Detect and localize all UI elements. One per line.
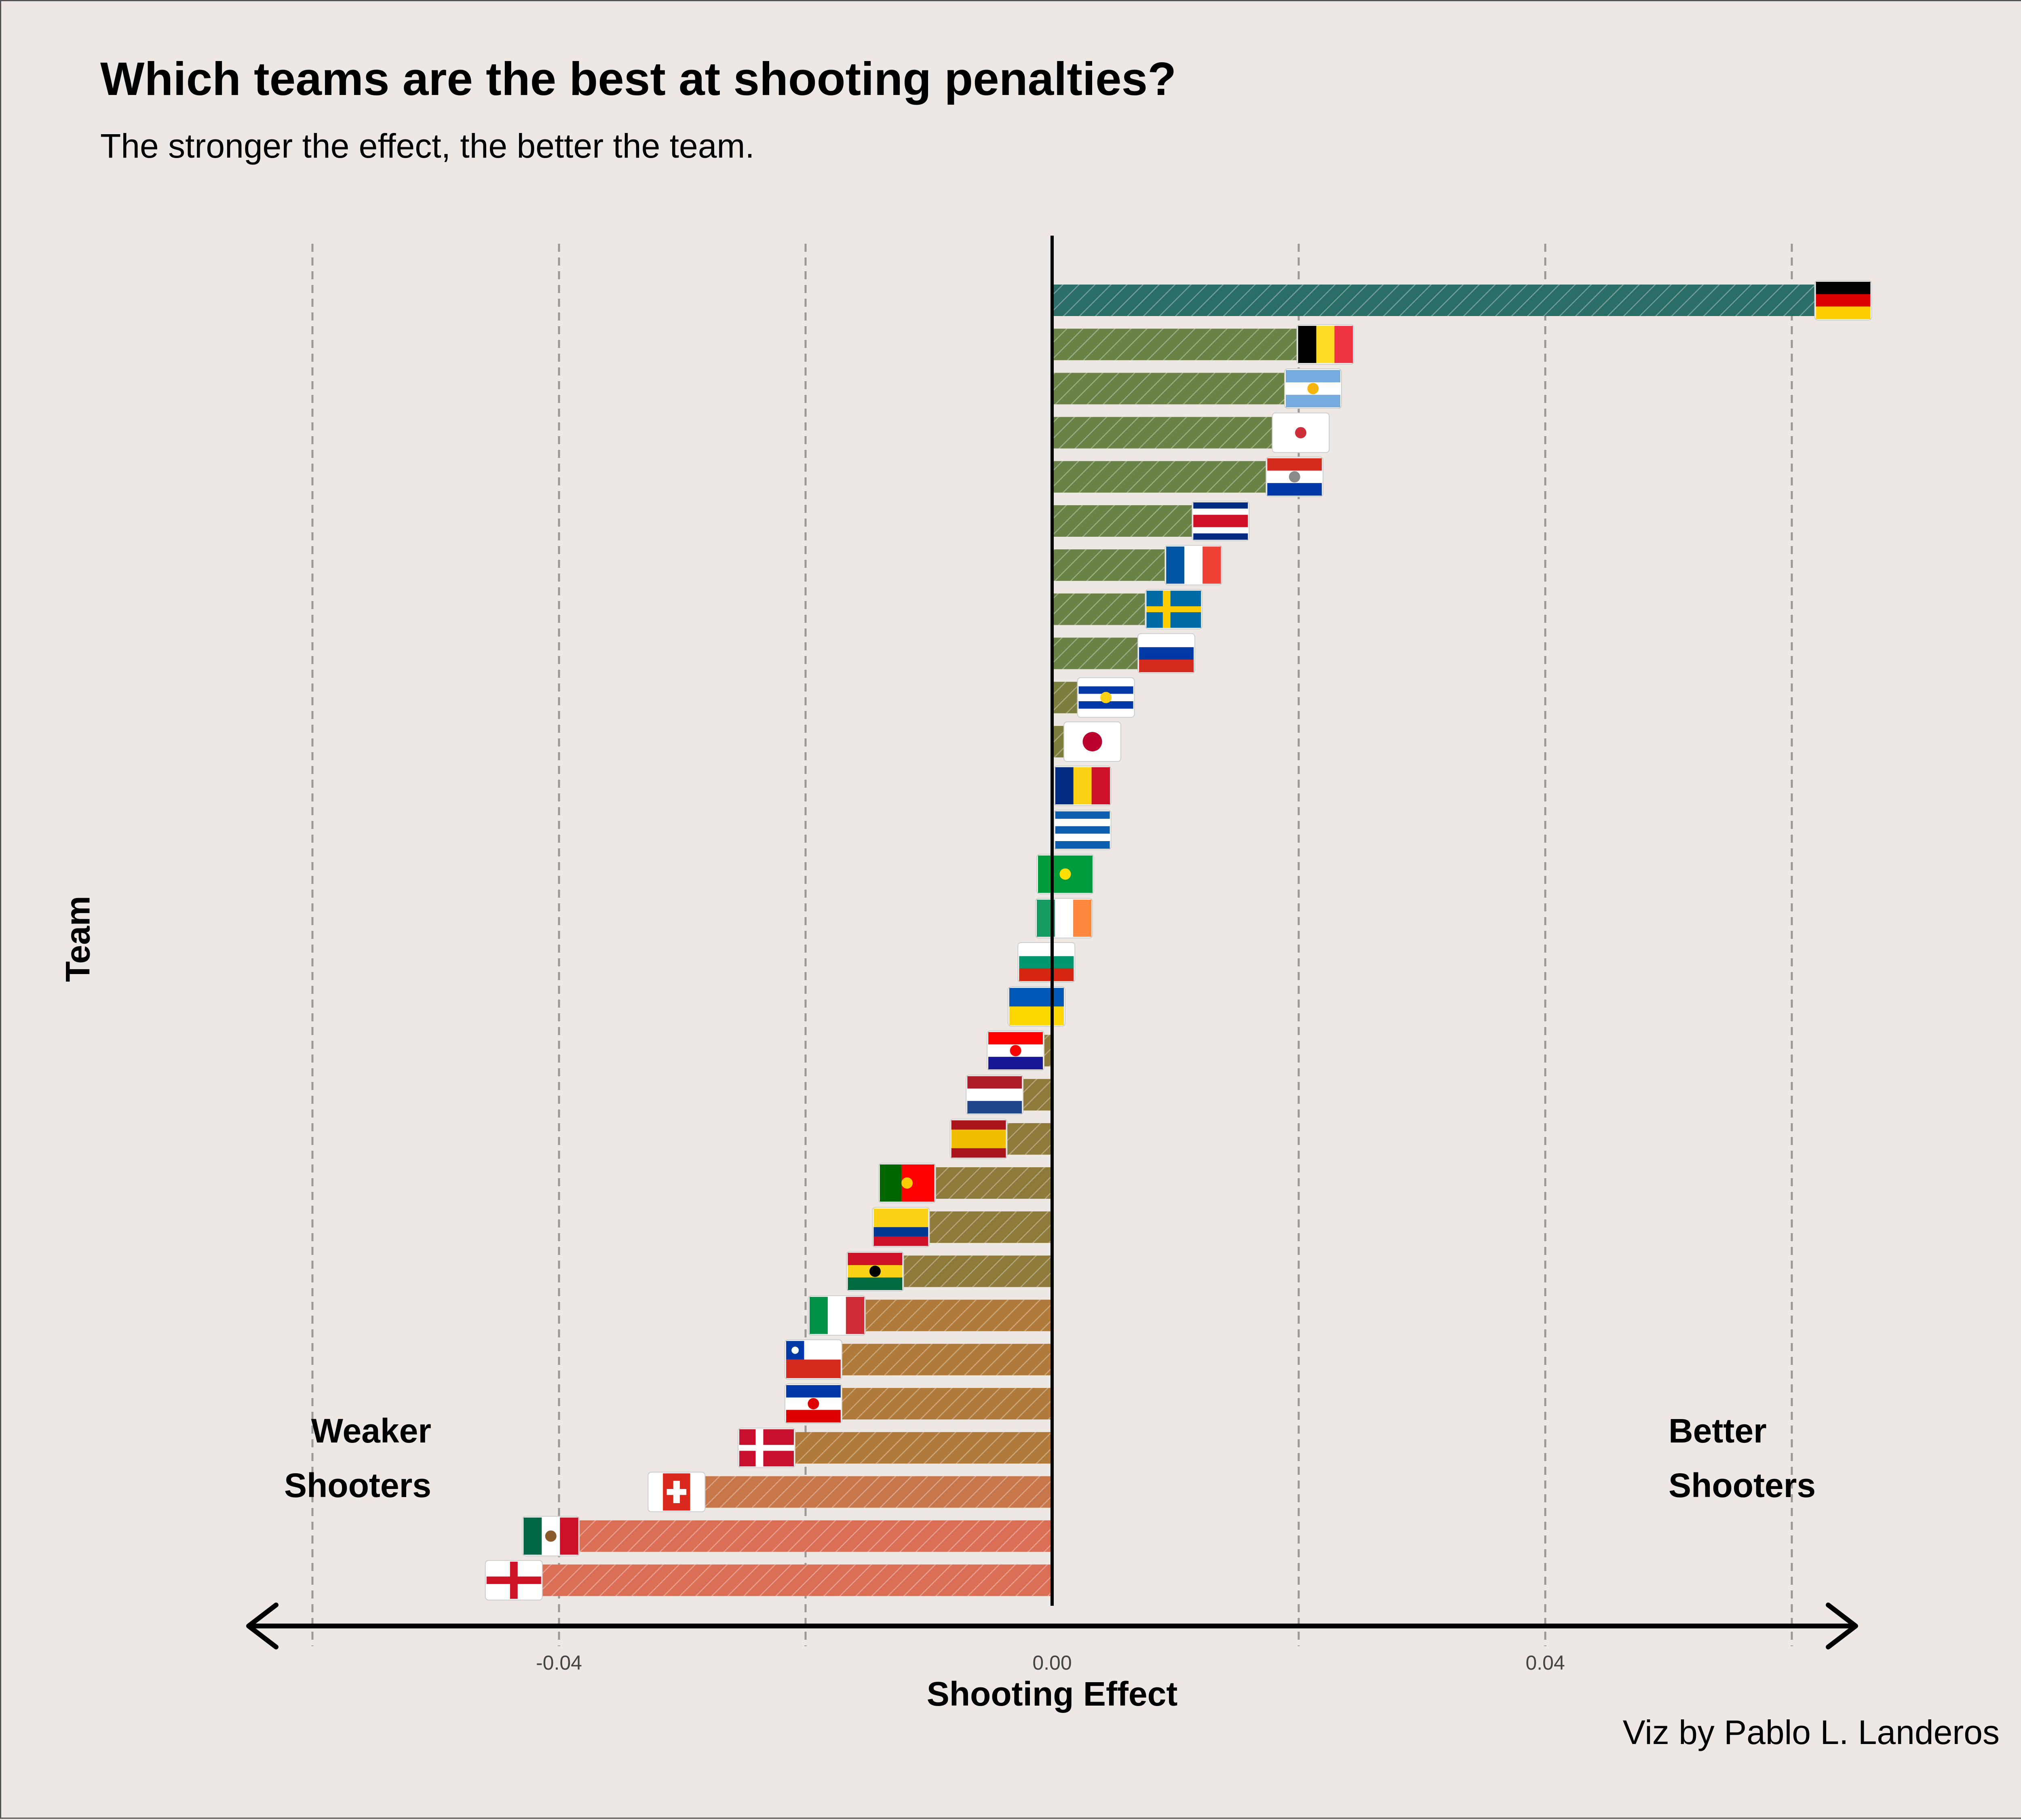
x-tick-label: 0.04 xyxy=(1525,1651,1565,1674)
denmark-flag-icon xyxy=(738,1428,795,1468)
south-korea-flag-icon xyxy=(1272,412,1330,453)
x-tick-label: -0.04 xyxy=(536,1651,582,1674)
costa-rica-flag-icon xyxy=(1192,501,1250,541)
japan-flag-icon xyxy=(1063,721,1122,762)
axes: -0.04 0.00 0.04 xyxy=(246,236,1858,1674)
annotation-better-line1: Better xyxy=(1669,1412,1767,1450)
england-flag-icon xyxy=(485,1560,543,1601)
argentina-flag-icon xyxy=(1284,368,1342,409)
annotation-weaker-line1: Weaker xyxy=(311,1412,431,1450)
bar-ghana xyxy=(877,1255,1052,1287)
uruguay-flag-icon xyxy=(1077,677,1135,718)
x-tick-label: 0.00 xyxy=(1032,1651,1072,1674)
ireland-flag-icon xyxy=(1035,898,1093,938)
romania-flag-icon xyxy=(1053,766,1112,806)
germany-flag-icon xyxy=(1814,280,1872,321)
annotation-better-line2: Shooters xyxy=(1669,1466,1816,1504)
bar-switzerland xyxy=(678,1476,1052,1508)
bulgaria-flag-icon xyxy=(1017,942,1076,983)
caption: Viz by Pablo L. Landeros xyxy=(1622,1713,2000,1751)
bars xyxy=(516,285,1841,1596)
flags xyxy=(485,280,1872,1601)
chile-flag-icon xyxy=(784,1339,842,1380)
bar-chile xyxy=(815,1343,1052,1375)
greece-flag-icon xyxy=(1053,810,1112,850)
bar-yugoslavia xyxy=(815,1388,1052,1419)
spain-flag-icon xyxy=(949,1118,1008,1159)
bar-italy xyxy=(839,1299,1052,1331)
bar-belgium xyxy=(1052,329,1323,361)
netherlands-flag-icon xyxy=(966,1074,1024,1115)
portugal-flag-icon xyxy=(878,1163,936,1203)
better-shooters-annotation: Better Shooters xyxy=(1669,1404,1816,1513)
italy-flag-icon xyxy=(808,1295,866,1336)
bar-denmark xyxy=(768,1432,1052,1464)
bar-mexico xyxy=(553,1520,1052,1552)
chart-title: Which teams are the best at shooting pen… xyxy=(100,53,1177,105)
bar-germany xyxy=(1052,285,1841,316)
bar-costa-rica xyxy=(1052,505,1219,537)
x-axis-label: Shooting Effect xyxy=(926,1675,1178,1713)
chart-subtitle: The stronger the effect, the better the … xyxy=(100,127,755,165)
belgium-flag-icon xyxy=(1296,324,1354,365)
weaker-shooters-annotation: Weaker Shooters xyxy=(284,1404,431,1513)
mexico-flag-icon xyxy=(522,1516,580,1556)
switzerland-flag-icon xyxy=(648,1472,706,1512)
bar-south-korea xyxy=(1052,417,1299,449)
paraguay-flag-icon xyxy=(1266,456,1324,497)
sweden-flag-icon xyxy=(1145,589,1203,630)
y-axis-label: Team xyxy=(59,896,97,982)
bar-england xyxy=(516,1564,1052,1596)
croatia-flag-icon xyxy=(987,1030,1045,1071)
bar-paraguay xyxy=(1052,461,1293,493)
bar-argentina xyxy=(1052,373,1311,405)
russia-flag-icon xyxy=(1137,633,1196,674)
ghana-flag-icon xyxy=(846,1251,904,1292)
colombia-flag-icon xyxy=(872,1207,930,1248)
arrow-right-head xyxy=(1826,1603,1858,1649)
yugoslavia-flag-icon xyxy=(784,1383,842,1424)
france-flag-icon xyxy=(1165,545,1223,586)
brazil-flag-icon xyxy=(1036,854,1094,894)
annotation-weaker-line2: Shooters xyxy=(284,1466,431,1504)
ukraine-flag-icon xyxy=(1007,986,1065,1027)
arrow-left-head xyxy=(246,1603,278,1649)
